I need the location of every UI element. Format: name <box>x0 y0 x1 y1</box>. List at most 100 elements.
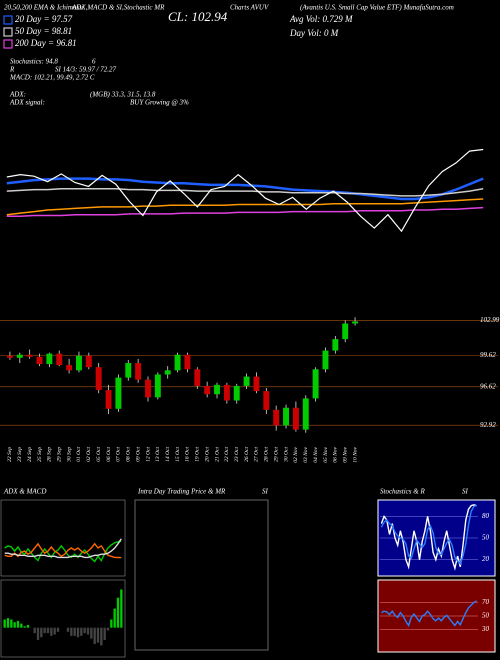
moving-average <box>6 188 484 197</box>
histogram-bar <box>70 627 73 636</box>
macd: MACD: 102.21, 99.49, 2.72 C <box>9 74 95 82</box>
candle-body <box>352 321 359 324</box>
histogram-bar <box>93 627 96 645</box>
histogram-bar <box>40 627 43 638</box>
candle-body <box>214 384 220 395</box>
candle-body <box>26 354 33 357</box>
x-tick-label: 05 Oct <box>96 447 102 462</box>
histogram-bar <box>116 597 120 628</box>
y-tick-label: 50 <box>482 612 490 620</box>
candle-body <box>85 355 92 368</box>
histogram-bar <box>33 627 36 634</box>
histogram-bar <box>53 627 56 635</box>
candle-body <box>76 355 82 371</box>
y-tick-label: 99.62 <box>480 351 496 359</box>
histogram-bar <box>56 627 60 632</box>
x-tick-label: 26 Oct <box>244 447 250 462</box>
candle-body <box>253 376 260 392</box>
avg-volume: Avg Vol: 0.729 M <box>289 14 353 24</box>
candle-body <box>342 323 349 340</box>
candle-body <box>273 409 280 426</box>
title-part: Charts AVUV <box>230 4 269 12</box>
close-line <box>6 148 484 233</box>
x-tick-label: 09 Nov <box>342 446 348 462</box>
candle-body <box>184 354 191 370</box>
panel-title: SI <box>262 488 269 496</box>
candle-body <box>283 407 289 426</box>
candle-body <box>194 369 201 386</box>
candle-body <box>174 354 181 371</box>
histogram-bar <box>73 627 76 636</box>
legend-swatch <box>3 15 13 25</box>
candle-body <box>154 374 161 398</box>
candle-body <box>105 390 112 409</box>
candle-body <box>292 407 299 430</box>
y-tick-label: 20 <box>482 555 490 563</box>
x-tick-label: 14 Oct <box>164 447 171 462</box>
y-tick-label: 50 <box>482 534 490 542</box>
histogram-bar <box>113 608 116 628</box>
panel-title: Intra Day Trading Price & MR <box>137 488 226 496</box>
candle-body <box>46 353 53 365</box>
x-tick-label: 03 Nov <box>303 446 309 462</box>
panel-title: ADX & MACD <box>3 488 46 496</box>
histogram-bar <box>80 627 83 636</box>
histogram-bar <box>13 622 16 628</box>
x-tick-label: 15 Oct <box>175 447 181 462</box>
candle-body <box>204 385 211 395</box>
candle-body <box>56 353 63 366</box>
histogram-bar <box>50 627 53 636</box>
x-tick-label: 05 Nov <box>323 446 329 462</box>
x-tick-label: 08 Oct <box>126 447 132 462</box>
candle-body <box>115 377 122 409</box>
legend-swatch <box>3 27 13 37</box>
legend-label: 20 Day = 97.57 <box>15 14 73 24</box>
y-tick-label: 92.92 <box>480 421 496 429</box>
x-tick-label: 19 Oct <box>195 447 201 462</box>
x-tick-label: 12 Oct <box>145 447 151 462</box>
y-tick-label: 102.99 <box>480 316 500 324</box>
histogram-bar <box>10 619 13 628</box>
stochastics: Stochastics: 94.8 <box>10 58 58 66</box>
histogram-bar <box>46 627 50 634</box>
y-tick-label: 80 <box>482 512 490 520</box>
histogram-bar <box>103 627 106 640</box>
x-tick-label: 27 Oct <box>254 447 260 462</box>
x-tick-label: 22 Oct <box>224 447 230 462</box>
y-tick-label: 96.62 <box>480 382 496 390</box>
x-tick-label: 22 Sep <box>7 447 13 462</box>
candle-body <box>243 376 250 386</box>
title-part: ADX,MACD & SI,Stochastic MR <box>71 4 165 12</box>
adx-values: (MGB) 33.3, 31.5, 13.8 <box>90 91 156 99</box>
histogram-bar <box>76 627 80 638</box>
x-tick-label: 29 Sep <box>57 447 63 462</box>
day-volume: Day Vol: 0 M <box>289 28 339 38</box>
r-label: R <box>9 66 15 74</box>
candle-body <box>233 385 240 401</box>
rsi: SI 14/3: 59.97 / 72.27 <box>55 66 117 74</box>
indicator-line <box>380 504 477 566</box>
candle-body <box>135 363 142 380</box>
x-tick-label: 02 Nov <box>293 446 299 462</box>
x-tick-label: 23 Oct <box>234 447 240 462</box>
x-tick-label: 07 Oct <box>116 447 122 462</box>
close-price: CL: 102.94 <box>168 9 228 24</box>
candle-body <box>6 355 13 358</box>
title-part: 20,50,200 EMA & Ichimoku <box>4 4 83 12</box>
x-tick-label: 28 Oct <box>264 447 270 462</box>
candle-body <box>312 369 319 399</box>
candle-body <box>263 391 270 410</box>
legend-label: 200 Day = 96.81 <box>15 38 77 48</box>
title-part: (Avantis U.S. Small Cap Value ETF) Munaf… <box>300 4 454 12</box>
intraday-panel <box>134 499 269 651</box>
x-tick-label: 10 Nov <box>352 446 358 462</box>
x-tick-label: 04 Nov <box>312 446 319 462</box>
candle-body <box>322 350 329 370</box>
adx-signal-value: BUY Growing @ 3% <box>130 99 189 107</box>
candle-body <box>66 365 73 371</box>
moving-average <box>6 206 484 218</box>
x-tick-label: 25 Sep <box>37 447 43 462</box>
histogram-bar <box>120 589 123 628</box>
candle-body <box>125 363 132 378</box>
